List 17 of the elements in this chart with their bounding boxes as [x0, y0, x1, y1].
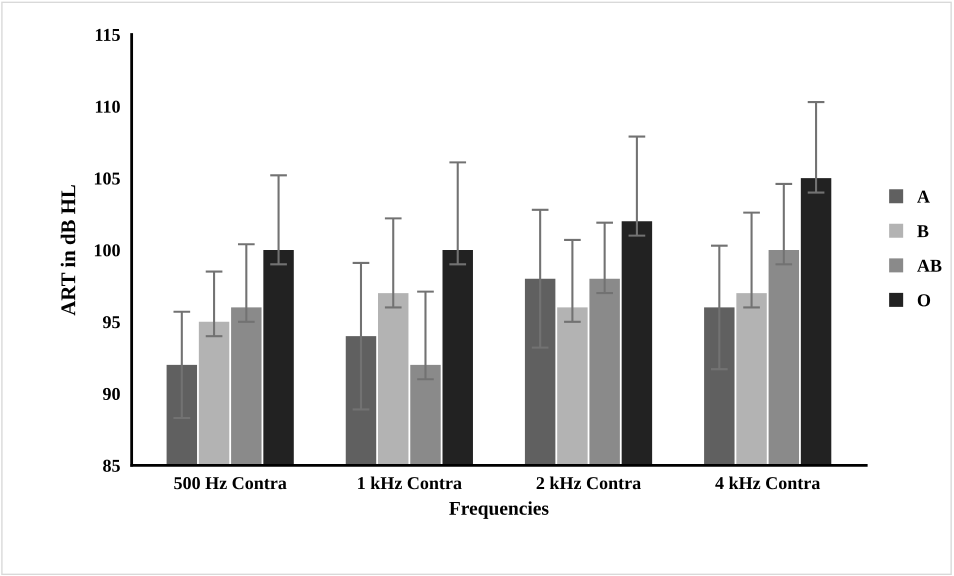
- x-tick-label: 2 kHz Contra: [536, 476, 641, 490]
- y-tick-label: 85: [103, 460, 120, 472]
- x-tick-label: 500 Hz Contra: [174, 477, 287, 490]
- y-tick-label: 90: [102, 388, 120, 400]
- x-tick-label: 4 kHz Contra: [715, 476, 820, 490]
- legend-label: B: [917, 225, 928, 238]
- y-tick-label: 100: [94, 244, 120, 256]
- y-tick-label: 105: [94, 172, 120, 185]
- y-tick-label: 115: [96, 28, 120, 41]
- y-tick-label: 95: [102, 316, 120, 328]
- x-axis-title: Frequencies: [449, 501, 549, 519]
- legend-label: AB: [917, 260, 942, 272]
- y-axis-title: ART in dB HL: [60, 185, 76, 316]
- y-tick-label: 110: [96, 100, 120, 113]
- legend-label: O: [918, 294, 930, 306]
- x-tick-label: 1 kHz Contra: [358, 476, 462, 490]
- legend-label: A: [917, 190, 930, 203]
